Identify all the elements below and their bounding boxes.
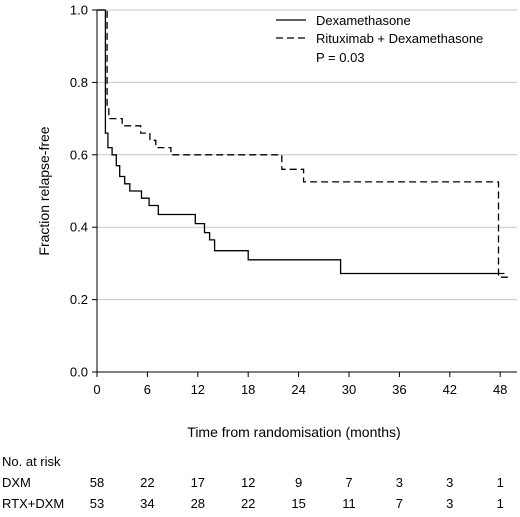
risk-value-dxm-5: 7 <box>345 475 352 490</box>
risk-table-values: 58 22 17 12 9 7 3 3 1 53 34 28 22 15 11 7 3 1 <box>90 475 504 511</box>
y-tick-label-5: 1.0 <box>70 3 88 18</box>
x-tick-label-8: 48 <box>493 382 507 397</box>
x-tick-label-4: 24 <box>291 382 305 397</box>
series-lines <box>97 9 512 278</box>
axes: 0.0 0.2 0.4 0.6 0.8 1.0 0 6 12 18 24 30 36 42 48 <box>70 3 517 397</box>
gridlines <box>97 9 517 301</box>
risk-value-dxm-6: 3 <box>396 475 403 490</box>
legend-label-dexamethasone: Dexamethasone <box>316 13 411 28</box>
y-axis-label: Fraction relapse-free <box>36 126 52 255</box>
risk-value-dxm-3: 12 <box>241 475 255 490</box>
risk-row-label-rtx-dxm: RTX+DXM <box>2 496 64 511</box>
x-tick-label-6: 36 <box>392 382 406 397</box>
p-value-annotation: P = 0.03 <box>316 50 365 65</box>
x-axis-label: Time from randomisation (months) <box>187 424 400 440</box>
risk-table-heading: No. at risk <box>2 454 61 469</box>
risk-value-rtx-dxm-3: 22 <box>241 496 255 511</box>
risk-table: No. at risk DXM RTX+DXM 58 22 17 12 9 7 3 3 153 3… <box>2 454 504 511</box>
legend: Dexamethasone Rituximab + Dexamethasone … <box>276 13 483 65</box>
risk-value-rtx-dxm-2: 28 <box>191 496 205 511</box>
risk-value-rtx-dxm-0: 53 <box>90 496 104 511</box>
series-line-dexamethasone <box>97 9 505 275</box>
risk-value-dxm-4: 9 <box>295 475 302 490</box>
y-tick-label-0: 0.0 <box>70 365 88 380</box>
x-tick-label-0: 0 <box>93 382 100 397</box>
risk-row-label-dxm: DXM <box>2 475 31 490</box>
x-tick-label-2: 12 <box>191 382 205 397</box>
y-tick-label-2: 0.4 <box>70 220 88 235</box>
x-tick-label-5: 30 <box>342 382 356 397</box>
risk-value-dxm-8: 1 <box>497 475 504 490</box>
x-tick-label-1: 6 <box>144 382 151 397</box>
risk-value-rtx-dxm-5: 11 <box>342 496 356 511</box>
y-tick-label-4: 0.8 <box>70 75 88 90</box>
legend-label-rituximab-dexamethasone: Rituximab + Dexamethasone <box>316 31 483 46</box>
risk-value-dxm-1: 22 <box>140 475 154 490</box>
y-tick-label-1: 0.2 <box>70 292 88 307</box>
risk-value-rtx-dxm-8: 1 <box>497 496 504 511</box>
x-tick-label-3: 18 <box>241 382 255 397</box>
y-tick-label-3: 0.6 <box>70 147 88 162</box>
risk-value-rtx-dxm-6: 7 <box>396 496 403 511</box>
risk-value-dxm-7: 3 <box>446 475 453 490</box>
risk-value-rtx-dxm-4: 15 <box>291 496 305 511</box>
risk-value-rtx-dxm-1: 34 <box>140 496 154 511</box>
risk-value-dxm-2: 17 <box>191 475 205 490</box>
risk-value-rtx-dxm-7: 3 <box>446 496 453 511</box>
series-line-rituximab-dexamethasone <box>97 9 512 278</box>
x-tick-label-7: 42 <box>443 382 457 397</box>
risk-value-dxm-0: 58 <box>90 475 104 490</box>
